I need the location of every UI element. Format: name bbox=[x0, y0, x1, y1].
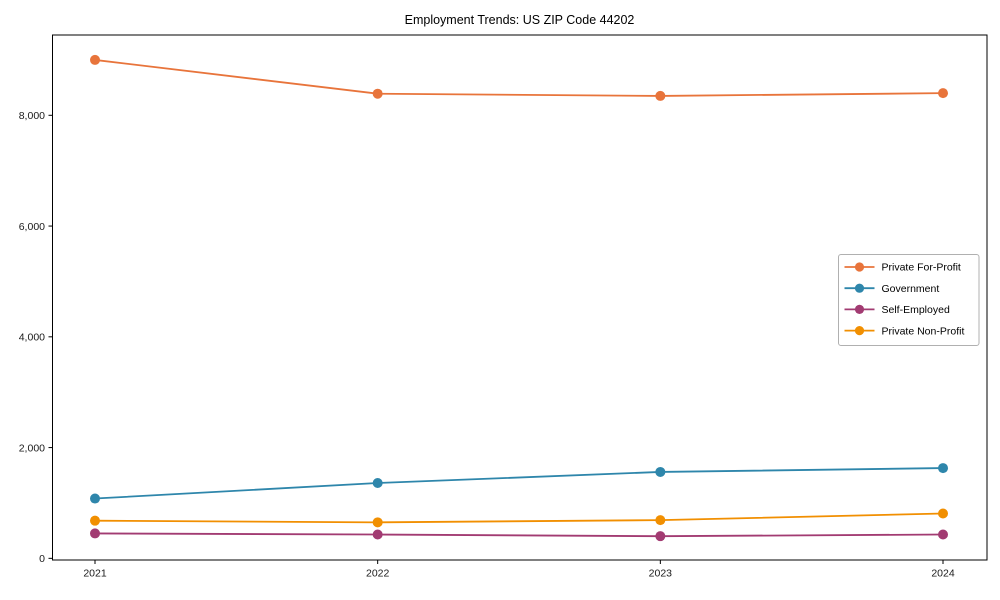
plot-frame bbox=[52, 34, 988, 561]
x-axis-tick-label: 2021 bbox=[83, 568, 107, 580]
legend-marker-dot-private-non-profit bbox=[854, 326, 865, 336]
legend-marker-dot-self-employed bbox=[854, 304, 865, 314]
series-line-self-employed bbox=[94, 532, 944, 538]
series-layer bbox=[90, 54, 949, 542]
legend-box bbox=[838, 254, 980, 346]
data-point-government bbox=[938, 463, 949, 474]
x-axis-tick-label: 2022 bbox=[366, 568, 390, 580]
data-point-private-non-profit bbox=[655, 515, 666, 526]
data-point-government bbox=[655, 466, 666, 477]
legend-label-government: Government bbox=[882, 283, 940, 295]
data-point-private-for-profit bbox=[938, 88, 949, 99]
series-line-private-non-profit bbox=[94, 512, 944, 524]
data-point-self-employed bbox=[655, 531, 666, 542]
data-point-private-non-profit bbox=[372, 517, 383, 528]
y-axis-tick-label: 2,000 bbox=[19, 442, 45, 454]
data-point-self-employed bbox=[90, 528, 100, 539]
legend-label-self-employed: Self-Employed bbox=[882, 304, 950, 316]
legend-marker-dot-government bbox=[854, 283, 865, 293]
chart-title: Employment Trends: US ZIP Code 44202 bbox=[405, 13, 635, 27]
y-axis-tick-label: 6,000 bbox=[19, 221, 45, 233]
legend-label-private-non-profit: Private Non-Profit bbox=[882, 325, 965, 337]
series-line-government bbox=[94, 467, 944, 500]
y-axis-tick-label: 4,000 bbox=[19, 332, 45, 344]
x-axis-tick-label: 2023 bbox=[649, 568, 673, 580]
y-axis-tick-label: 0 bbox=[39, 553, 45, 565]
x-axis-tick-label: 2024 bbox=[931, 568, 955, 580]
data-point-private-non-profit bbox=[90, 515, 100, 526]
legend-marker-dot-private-for-profit bbox=[854, 262, 865, 272]
series-line-private-for-profit bbox=[94, 59, 944, 97]
y-axis-tick-label: 8,000 bbox=[19, 110, 45, 122]
axes-layer: 0 2,000 4,000 6,000 8,000 2021 2022 2023 2024 bbox=[19, 34, 988, 580]
data-point-private-for-profit bbox=[655, 90, 666, 101]
data-point-private-for-profit bbox=[372, 88, 383, 99]
data-point-private-non-profit bbox=[938, 508, 949, 519]
data-point-self-employed bbox=[938, 529, 949, 540]
data-point-self-employed bbox=[372, 529, 383, 540]
data-point-private-for-profit bbox=[90, 54, 100, 65]
data-point-government bbox=[90, 493, 100, 504]
legend: Private For-Profit Government Self-Employe… bbox=[838, 254, 980, 346]
legend-label-private-for-profit: Private For-Profit bbox=[882, 262, 961, 274]
data-point-government bbox=[372, 478, 383, 489]
